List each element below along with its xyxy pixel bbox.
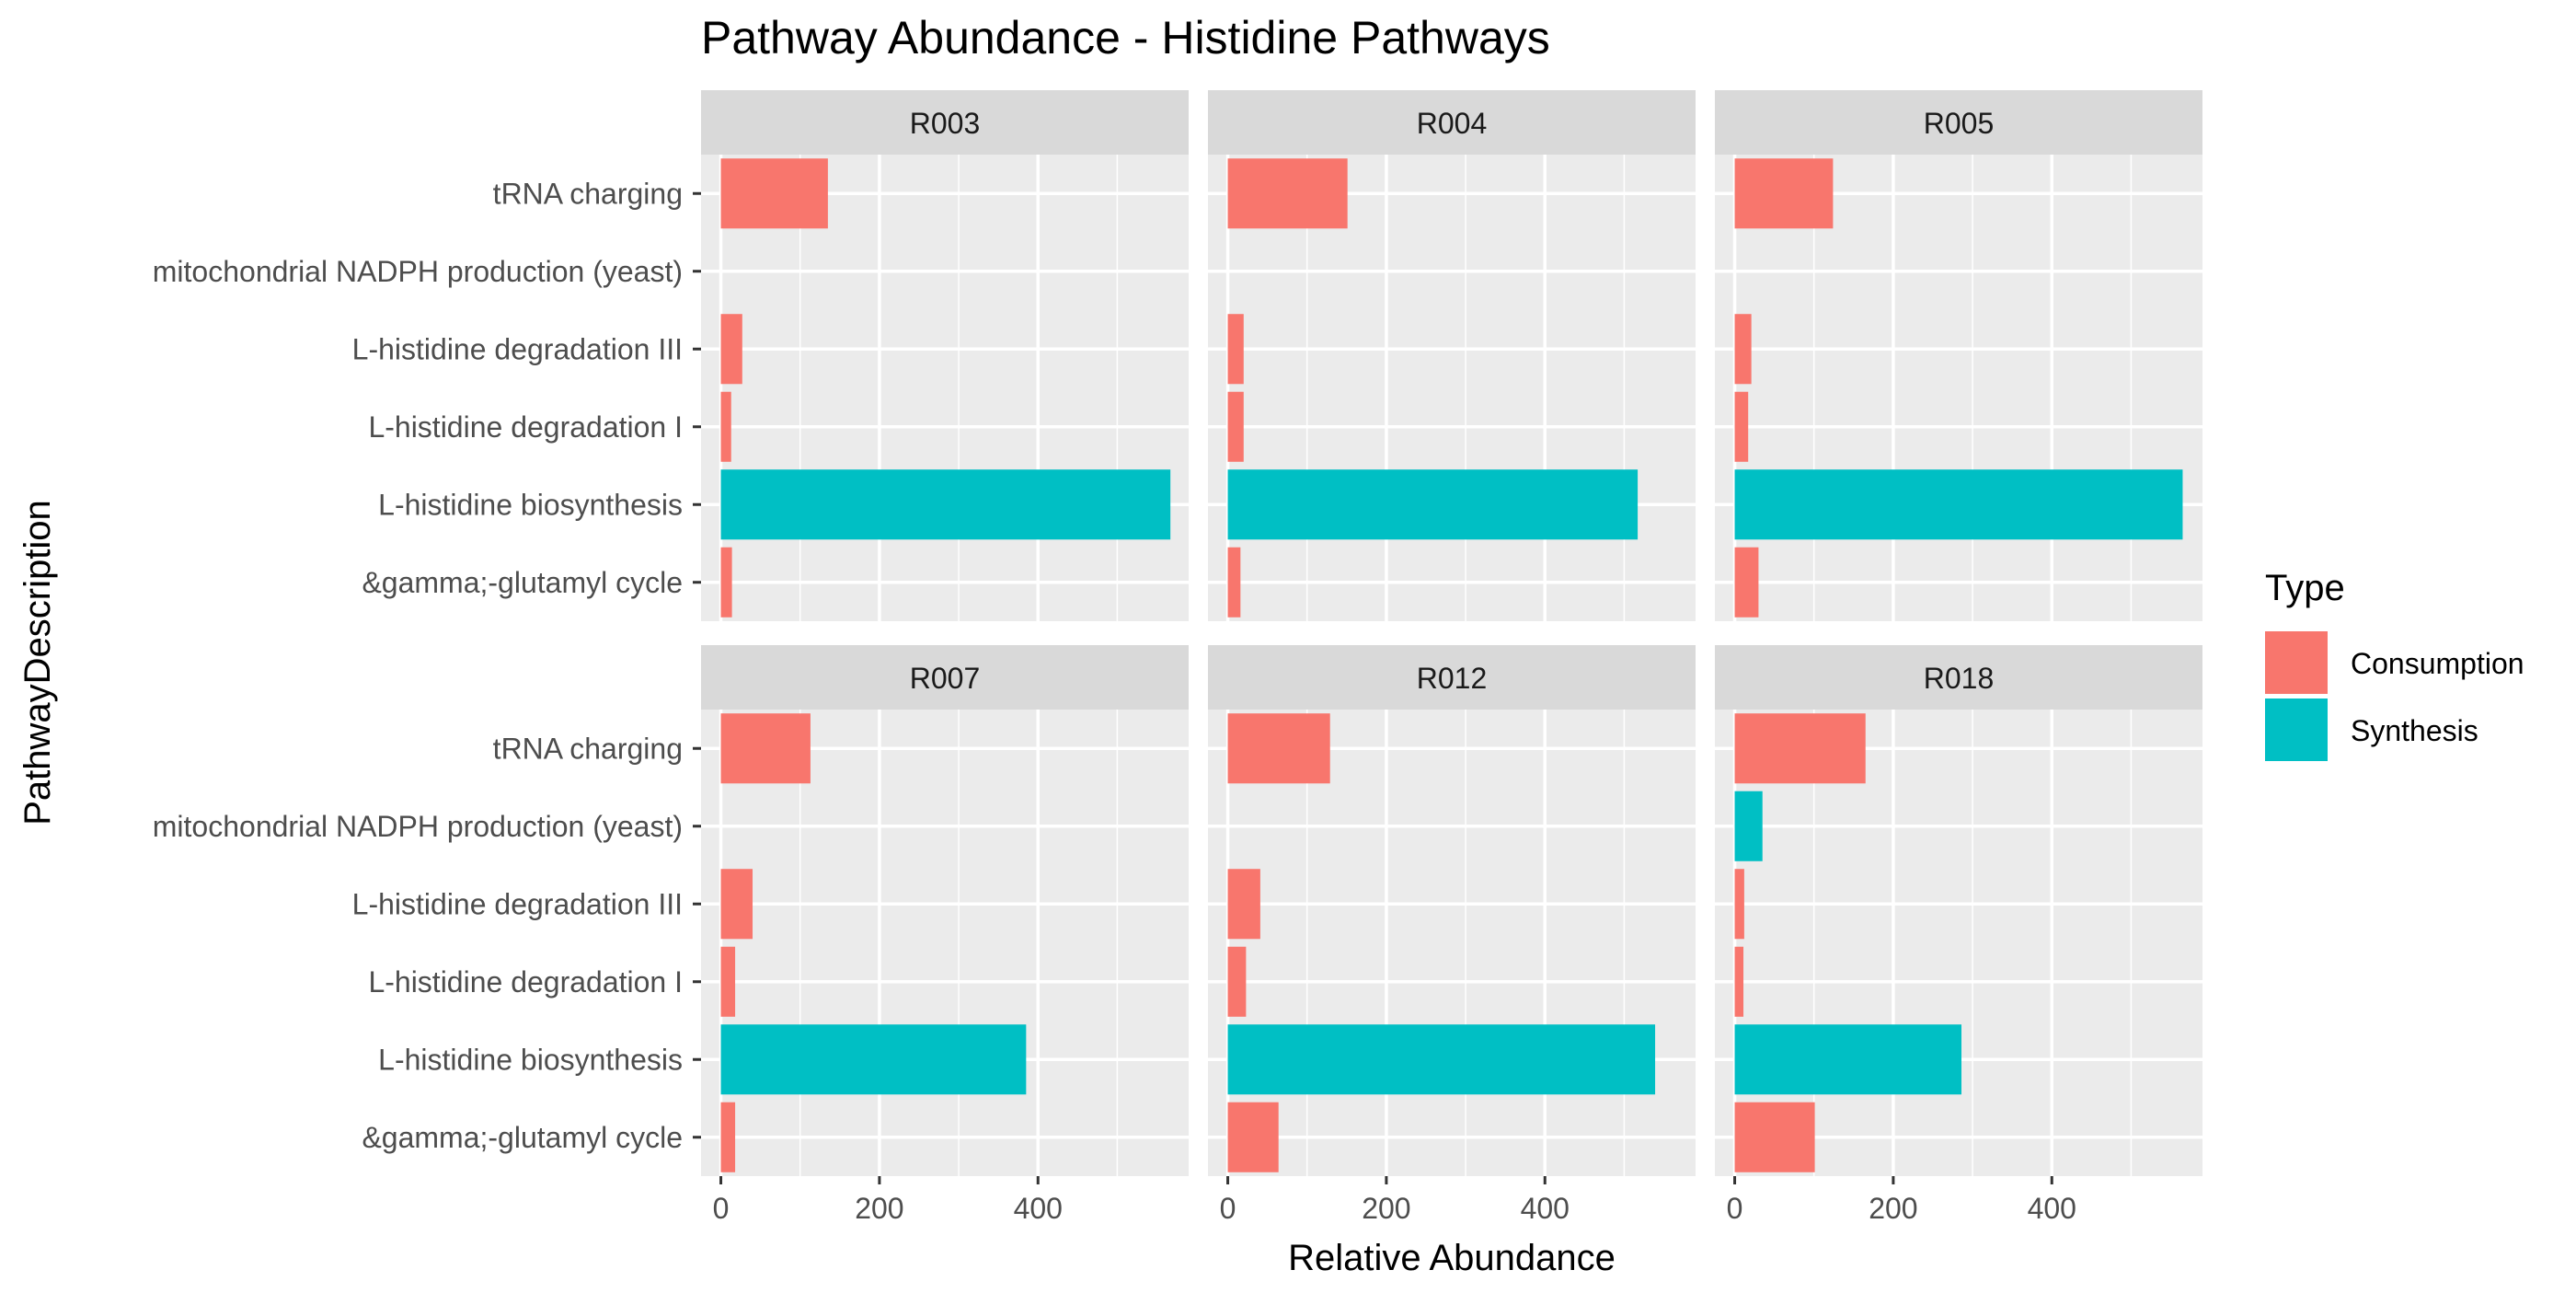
- legend-label: Consumption: [2351, 647, 2524, 680]
- legend: Type Consumption Synthesis: [2265, 568, 2524, 761]
- bar: [720, 314, 742, 385]
- panel-background: [701, 155, 1189, 621]
- bar: [1227, 946, 1247, 1017]
- facet-label: R003: [910, 107, 981, 140]
- bar: [1227, 547, 1241, 618]
- bar: [720, 869, 753, 940]
- bar: [1734, 1024, 1962, 1095]
- y-tick-label: mitochondrial NADPH production (yeast): [153, 255, 683, 288]
- y-tick-label: L-histidine degradation III: [352, 887, 683, 920]
- legend-key-synthesis: [2265, 698, 2328, 761]
- bar: [720, 713, 811, 784]
- y-tick-label: L-histidine biosynthesis: [378, 1043, 683, 1076]
- panel-background: [701, 710, 1189, 1176]
- x-tick-label: 200: [855, 1192, 903, 1225]
- x-axis-title: Relative Abundance: [1288, 1238, 1616, 1278]
- facet-strip: [701, 645, 1189, 710]
- panel-background: [1208, 710, 1696, 1176]
- x-tick-label: 0: [713, 1192, 730, 1225]
- bar: [1734, 158, 1834, 229]
- facet-label: R004: [1417, 107, 1488, 140]
- facet-strip: [1715, 90, 2202, 155]
- facet-label: R005: [1924, 107, 1995, 140]
- y-tick-label: &gamma;-glutamyl cycle: [362, 566, 683, 599]
- legend-key-consumption: [2265, 631, 2328, 694]
- panel-r007: R007 0 200 400 tRNA charging mitochondrial NA…: [153, 645, 1189, 1225]
- y-tick-label: L-histidine degradation III: [352, 332, 683, 365]
- bar: [720, 1102, 736, 1172]
- bar: [1227, 314, 1244, 385]
- bar: [720, 1024, 1027, 1095]
- x-tick-label: 0: [1727, 1192, 1743, 1225]
- bar: [1227, 713, 1330, 784]
- bar: [1227, 869, 1260, 940]
- bar: [1227, 469, 1639, 540]
- bar: [1734, 1102, 1815, 1172]
- facet-strip: [1208, 90, 1696, 155]
- x-tick-label: 200: [1362, 1192, 1410, 1225]
- legend-label: Synthesis: [2351, 714, 2478, 747]
- bar: [1734, 713, 1866, 784]
- panel-background: [1208, 155, 1696, 621]
- bar: [1734, 869, 1744, 940]
- bar: [1734, 469, 2183, 540]
- panel-r012: R012 0 200 400: [1208, 645, 1696, 1225]
- y-tick-label: tRNA charging: [493, 177, 683, 210]
- panel-r018: R018 0 200 400: [1715, 645, 2202, 1225]
- facet-strip: [701, 90, 1189, 155]
- bar: [1227, 391, 1244, 462]
- chart-title: Pathway Abundance - Histidine Pathways: [701, 12, 1550, 63]
- x-tick-label: 400: [1014, 1192, 1063, 1225]
- panel-r005: R005: [1715, 90, 2202, 621]
- bar: [1734, 547, 1759, 618]
- x-tick-label: 0: [1220, 1192, 1236, 1225]
- facet-label: R007: [910, 662, 981, 695]
- panel-r004: R004: [1208, 90, 1696, 621]
- y-tick-label: &gamma;-glutamyl cycle: [362, 1121, 683, 1154]
- bar: [720, 547, 732, 618]
- panel-background: [1715, 155, 2202, 621]
- facet-strip: [1208, 645, 1696, 710]
- x-tick-label: 400: [1521, 1192, 1570, 1225]
- x-tick-label: 200: [1869, 1192, 1917, 1225]
- x-tick-label: 400: [2028, 1192, 2076, 1225]
- facet-strip: [1715, 645, 2202, 710]
- y-tick-label: mitochondrial NADPH production (yeast): [153, 810, 683, 843]
- legend-title: Type: [2265, 568, 2345, 608]
- bar: [1734, 946, 1744, 1017]
- panel-r003: R003 tRNA charging mitochondrial NADPH pro…: [153, 90, 1189, 621]
- bar: [1227, 1102, 1279, 1172]
- bar: [1227, 158, 1348, 229]
- y-axis-title: PathwayDescription: [17, 500, 58, 825]
- bar: [720, 469, 1171, 540]
- bar: [1734, 314, 1752, 385]
- y-tick-label: L-histidine biosynthesis: [378, 488, 683, 521]
- bar: [1734, 391, 1749, 462]
- legend-items: Consumption Synthesis: [2265, 631, 2524, 761]
- bar: [720, 158, 828, 229]
- facet-label: R018: [1924, 662, 1995, 695]
- facet-label: R012: [1417, 662, 1488, 695]
- bar: [1734, 791, 1763, 861]
- y-tick-label: tRNA charging: [493, 732, 683, 765]
- bar: [720, 946, 736, 1017]
- panel-background: [1715, 710, 2202, 1176]
- bar: [1227, 1024, 1656, 1095]
- y-tick-label: L-histidine degradation I: [368, 965, 683, 999]
- bar: [720, 391, 731, 462]
- y-tick-label: L-histidine degradation I: [368, 410, 683, 444]
- panels-layer: R003 tRNA charging mitochondrial NADPH pro…: [153, 90, 2202, 1225]
